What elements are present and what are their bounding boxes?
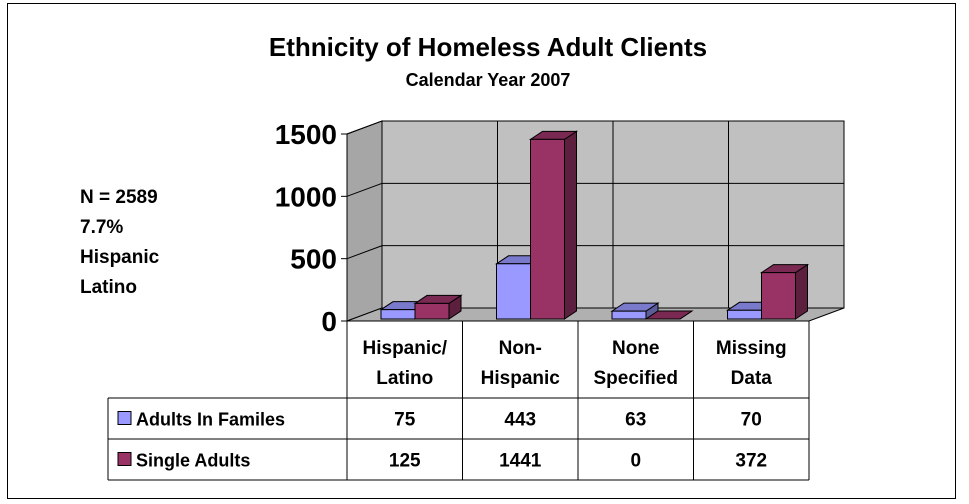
category-label: Missing — [716, 338, 787, 359]
bar-front — [530, 138, 565, 320]
category-label: Hispanic — [481, 368, 561, 389]
chart-frame: Ethnicity of Homeless Adult Clients Cale… — [7, 3, 956, 499]
bar-0-2 — [610, 302, 660, 320]
category-label: Non- — [499, 338, 542, 359]
category-label: None — [612, 338, 660, 359]
bar-side — [564, 130, 577, 320]
data-table: Hispanic/Latino Non- Hispanic None Specified… — [107, 320, 810, 481]
y-tick-label: 0 — [321, 306, 337, 337]
y-tick-label: 500 — [290, 244, 337, 275]
annotation-line: 7.7% — [80, 217, 123, 238]
bar-1-3 — [759, 263, 810, 320]
data-label: 70 — [741, 410, 762, 431]
y-tick-label: 1000 — [275, 181, 337, 212]
legend-label: Adults In Familes — [136, 410, 285, 430]
annotation-line: Latino — [80, 277, 137, 298]
annotation-line: Hispanic — [80, 247, 160, 268]
data-label: 443 — [504, 410, 536, 431]
data-label: 0 — [630, 451, 641, 472]
legend-label: Single Adults — [136, 451, 250, 471]
gridline — [346, 120, 844, 135]
plot-area: 0 500 1000 1500 — [275, 119, 845, 337]
legend-swatch — [117, 452, 132, 466]
category-label: Hispanic/ — [363, 338, 448, 359]
bar-1-1 — [528, 130, 579, 320]
annotation-text: N = 2589 7.7% Hispanic Latino — [80, 187, 160, 298]
category-label: Specified — [594, 368, 678, 389]
bar-top — [644, 310, 694, 320]
chart-title: Ethnicity of Homeless Adult Clients — [269, 32, 707, 62]
bar-front — [761, 272, 796, 320]
chart-subtitle: Calendar Year 2007 — [406, 70, 571, 90]
bar-1-2 — [644, 310, 694, 320]
data-label: 125 — [389, 451, 421, 472]
side-wall — [346, 120, 383, 322]
chart-svg: Ethnicity of Homeless Adult Clients Cale… — [80, 32, 845, 481]
category-label: Data — [731, 368, 773, 389]
bar-side — [795, 263, 808, 320]
data-label: 75 — [394, 410, 416, 431]
bar-front — [727, 309, 762, 320]
data-label: 1441 — [499, 451, 542, 472]
legend-swatch — [117, 411, 132, 425]
bar-front — [496, 263, 531, 320]
category-label: Latino — [376, 368, 433, 389]
bar-front — [380, 309, 416, 320]
gridline — [346, 182, 844, 197]
annotation-line: N = 2589 — [80, 187, 158, 208]
gridline — [346, 245, 844, 260]
bar-front — [414, 302, 450, 320]
bar-1-0 — [413, 294, 463, 320]
bar-front — [611, 310, 647, 320]
y-tick-label: 1500 — [275, 119, 337, 150]
data-label: 372 — [735, 451, 767, 472]
data-label: 63 — [625, 410, 646, 431]
